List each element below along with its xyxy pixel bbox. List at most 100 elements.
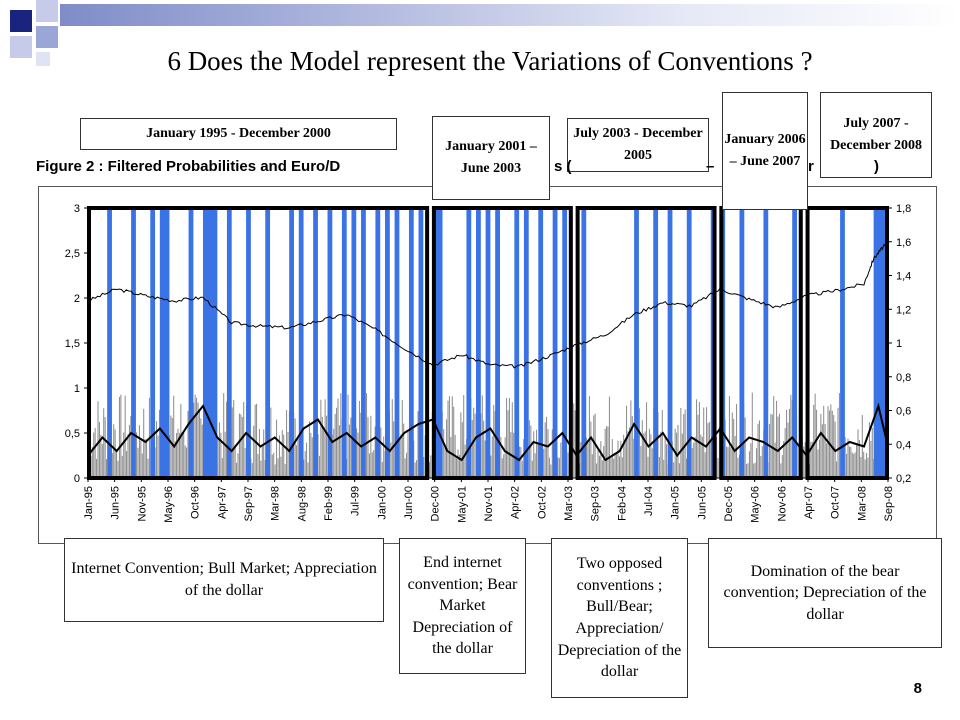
x-tick-label: Jul-99	[350, 486, 362, 516]
left-tick-label: 1,5	[65, 338, 80, 350]
regime-bar	[202, 208, 218, 478]
deco-square-5	[36, 52, 50, 66]
x-tick-label: Jun-05	[696, 486, 708, 520]
annotation-end-internet-convention: End internet convention; Bear Market Dep…	[399, 538, 526, 674]
x-tick-label: May-96	[163, 486, 175, 523]
regime-bar	[159, 208, 170, 478]
x-tick-label: Jan-00	[376, 486, 388, 520]
regime-bar	[375, 208, 381, 478]
regime-bar	[408, 208, 414, 478]
annotation-two-opposed-conventions: Two opposed conventions ; Bull/Bear; App…	[551, 538, 688, 698]
regime-bar	[341, 208, 347, 478]
x-tick-label: Oct-02	[536, 486, 548, 519]
x-tick-label: May-01	[456, 486, 468, 523]
period-box-2007-2008: July 2007 - December 2008	[820, 92, 932, 178]
x-tick-label: Sep-03	[590, 486, 602, 521]
regime-bar	[246, 208, 251, 478]
regime-bar	[298, 208, 304, 478]
figure-caption: Figure 2 : Filtered Probabilities and Eu…	[36, 158, 341, 175]
chart: 0 0,5 1 1,5 2 2,5 3 0,2 0,4 0,6 0,8 1 1,2 1,4 1,6 1,8 Ja…	[38, 186, 937, 544]
regime-bar	[476, 208, 481, 478]
x-tick-label: Nov-01	[483, 486, 495, 521]
x-tick-label: Mar-08	[856, 486, 868, 521]
x-tick-label: Feb-04	[616, 486, 628, 521]
regime-bar	[226, 208, 232, 478]
regime-bar	[265, 208, 271, 478]
regime-bar	[313, 208, 318, 478]
regime-bar	[188, 208, 194, 478]
right-tick-label: 0,8	[896, 372, 911, 384]
regime-bar	[552, 208, 558, 478]
regime-bar	[327, 208, 333, 478]
deco-square-1	[10, 10, 32, 32]
regime-bar	[107, 208, 112, 478]
regime-bar	[538, 208, 544, 478]
x-tick-label: Mar-03	[563, 486, 575, 521]
x-tick-label: Nov-06	[776, 486, 788, 521]
x-tick-label: Apr-07	[803, 486, 815, 519]
regime-bar	[418, 208, 424, 478]
left-tick-label: 0	[74, 473, 80, 485]
period-box-1995-2000: January 1995 - December 2000	[80, 118, 397, 150]
regime-bar	[514, 208, 520, 478]
regime-bar	[653, 208, 659, 478]
x-tick-label: Apr-97	[216, 486, 228, 519]
right-tick-label: 0,6	[896, 406, 911, 418]
regime-bar	[385, 208, 390, 478]
left-tick-label: 3	[74, 203, 80, 215]
regime-bar	[763, 208, 769, 478]
x-tick-label: Aug-98	[296, 486, 308, 521]
regime-bar	[394, 208, 400, 478]
slide-title: 6 Does the Model represent the Variation…	[167, 46, 813, 76]
x-tick-label: Jan-05	[670, 486, 682, 520]
x-tick-label: Mar-98	[270, 486, 282, 521]
x-tick-label: Sep-97	[243, 486, 255, 521]
regime-bar	[432, 208, 443, 478]
regime-bar	[150, 208, 156, 478]
regime-bar	[686, 208, 692, 478]
period-box-2003-2005: July 2003 - December 2005	[567, 118, 709, 172]
regime-bar	[792, 208, 797, 478]
x-tick-label: Nov-95	[136, 486, 148, 521]
regime-bar	[523, 208, 529, 478]
regime-bar	[289, 208, 294, 478]
figure-caption-fragment-3: r	[808, 158, 814, 175]
regime-bar	[667, 208, 673, 478]
figure-caption-fragment-2: –	[706, 158, 715, 175]
left-tick-label: 1	[74, 383, 80, 395]
x-tick-label: Jun-00	[403, 486, 415, 520]
regime-bar	[562, 208, 568, 478]
deco-square-3	[10, 36, 32, 58]
x-tick-label: May-06	[750, 486, 762, 523]
right-tick-label: 1	[896, 338, 902, 350]
left-tick-label: 0,5	[65, 428, 80, 440]
regime-bar	[485, 208, 491, 478]
right-tick-label: 1,2	[896, 304, 911, 316]
left-tick-label: 2,5	[65, 248, 80, 260]
right-tick-label: 0,4	[896, 439, 911, 451]
figure-caption-fragment-1: s (	[554, 158, 572, 175]
x-tick-label: Dec-00	[430, 486, 442, 521]
regime-bar	[466, 208, 472, 478]
x-tick-label: Jul-04	[643, 486, 655, 516]
regime-bar	[495, 208, 500, 478]
x-tick-label: Apr-02	[510, 486, 522, 519]
x-tick-label: Jun-95	[110, 486, 122, 520]
x-tick-label: Oct-96	[190, 486, 202, 519]
regime-bar	[361, 208, 366, 478]
regime-bar	[581, 208, 587, 478]
x-tick-label: Feb-99	[323, 486, 335, 521]
regime-bar	[131, 208, 136, 478]
annotation-internet-convention: Internet Convention; Bull Market; Apprec…	[64, 538, 384, 622]
regime-bar	[634, 208, 639, 478]
deco-square-4	[36, 26, 58, 48]
right-tick-label: 1,4	[896, 271, 911, 283]
period-box-2001-2003: January 2001 – June 2003	[432, 116, 550, 200]
deco-square-2	[36, 0, 58, 22]
x-tick-label: Oct-07	[830, 486, 842, 519]
right-tick-label: 1,8	[896, 203, 911, 215]
regime-bar	[351, 208, 357, 478]
eur-usd-line	[87, 241, 889, 369]
right-tick-label: 0,2	[896, 473, 911, 485]
left-tick-label: 2	[74, 293, 80, 305]
